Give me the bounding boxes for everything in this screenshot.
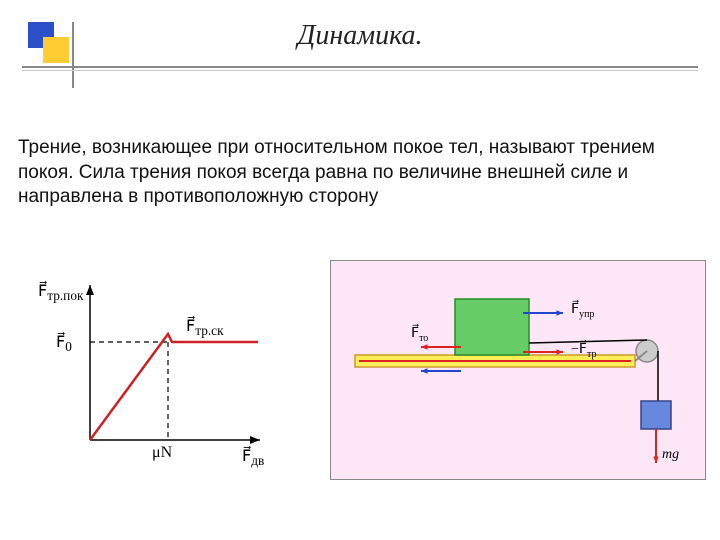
graph-f0-label: F⃗0: [56, 332, 72, 355]
diagram-mg-label: mg⃗: [662, 447, 690, 463]
graph-plateau-label: F⃗тр.ск: [186, 316, 224, 339]
graph-y-top-label: F⃗тр.пок: [38, 281, 83, 304]
header-horizontal-shadow: [22, 70, 698, 71]
diagram-ftr-label: −F⃗тр: [571, 341, 596, 360]
friction-graph: F⃗тр.пок F⃗0 μN F⃗дв F⃗тр.ск: [20, 260, 280, 480]
diagram-fupr-label: F⃗упр: [571, 301, 594, 320]
graph-muN-label: μN: [152, 444, 172, 462]
slide-title: Динамика.: [298, 20, 423, 52]
slide-logo: [28, 22, 72, 66]
logo-yellow-square: [43, 37, 69, 63]
force-diagram: F⃗то F⃗упр −F⃗тр mg⃗: [330, 260, 706, 480]
header-horizontal-rule: [22, 66, 698, 68]
slide-body-text: Трение, возникающее при относительном по…: [18, 136, 702, 210]
diagram-svg: [331, 261, 707, 481]
header-vertical-rule: [72, 22, 74, 88]
graph-x-right-label: F⃗дв: [242, 446, 264, 469]
diagram-fto-label: F⃗то: [411, 325, 428, 344]
